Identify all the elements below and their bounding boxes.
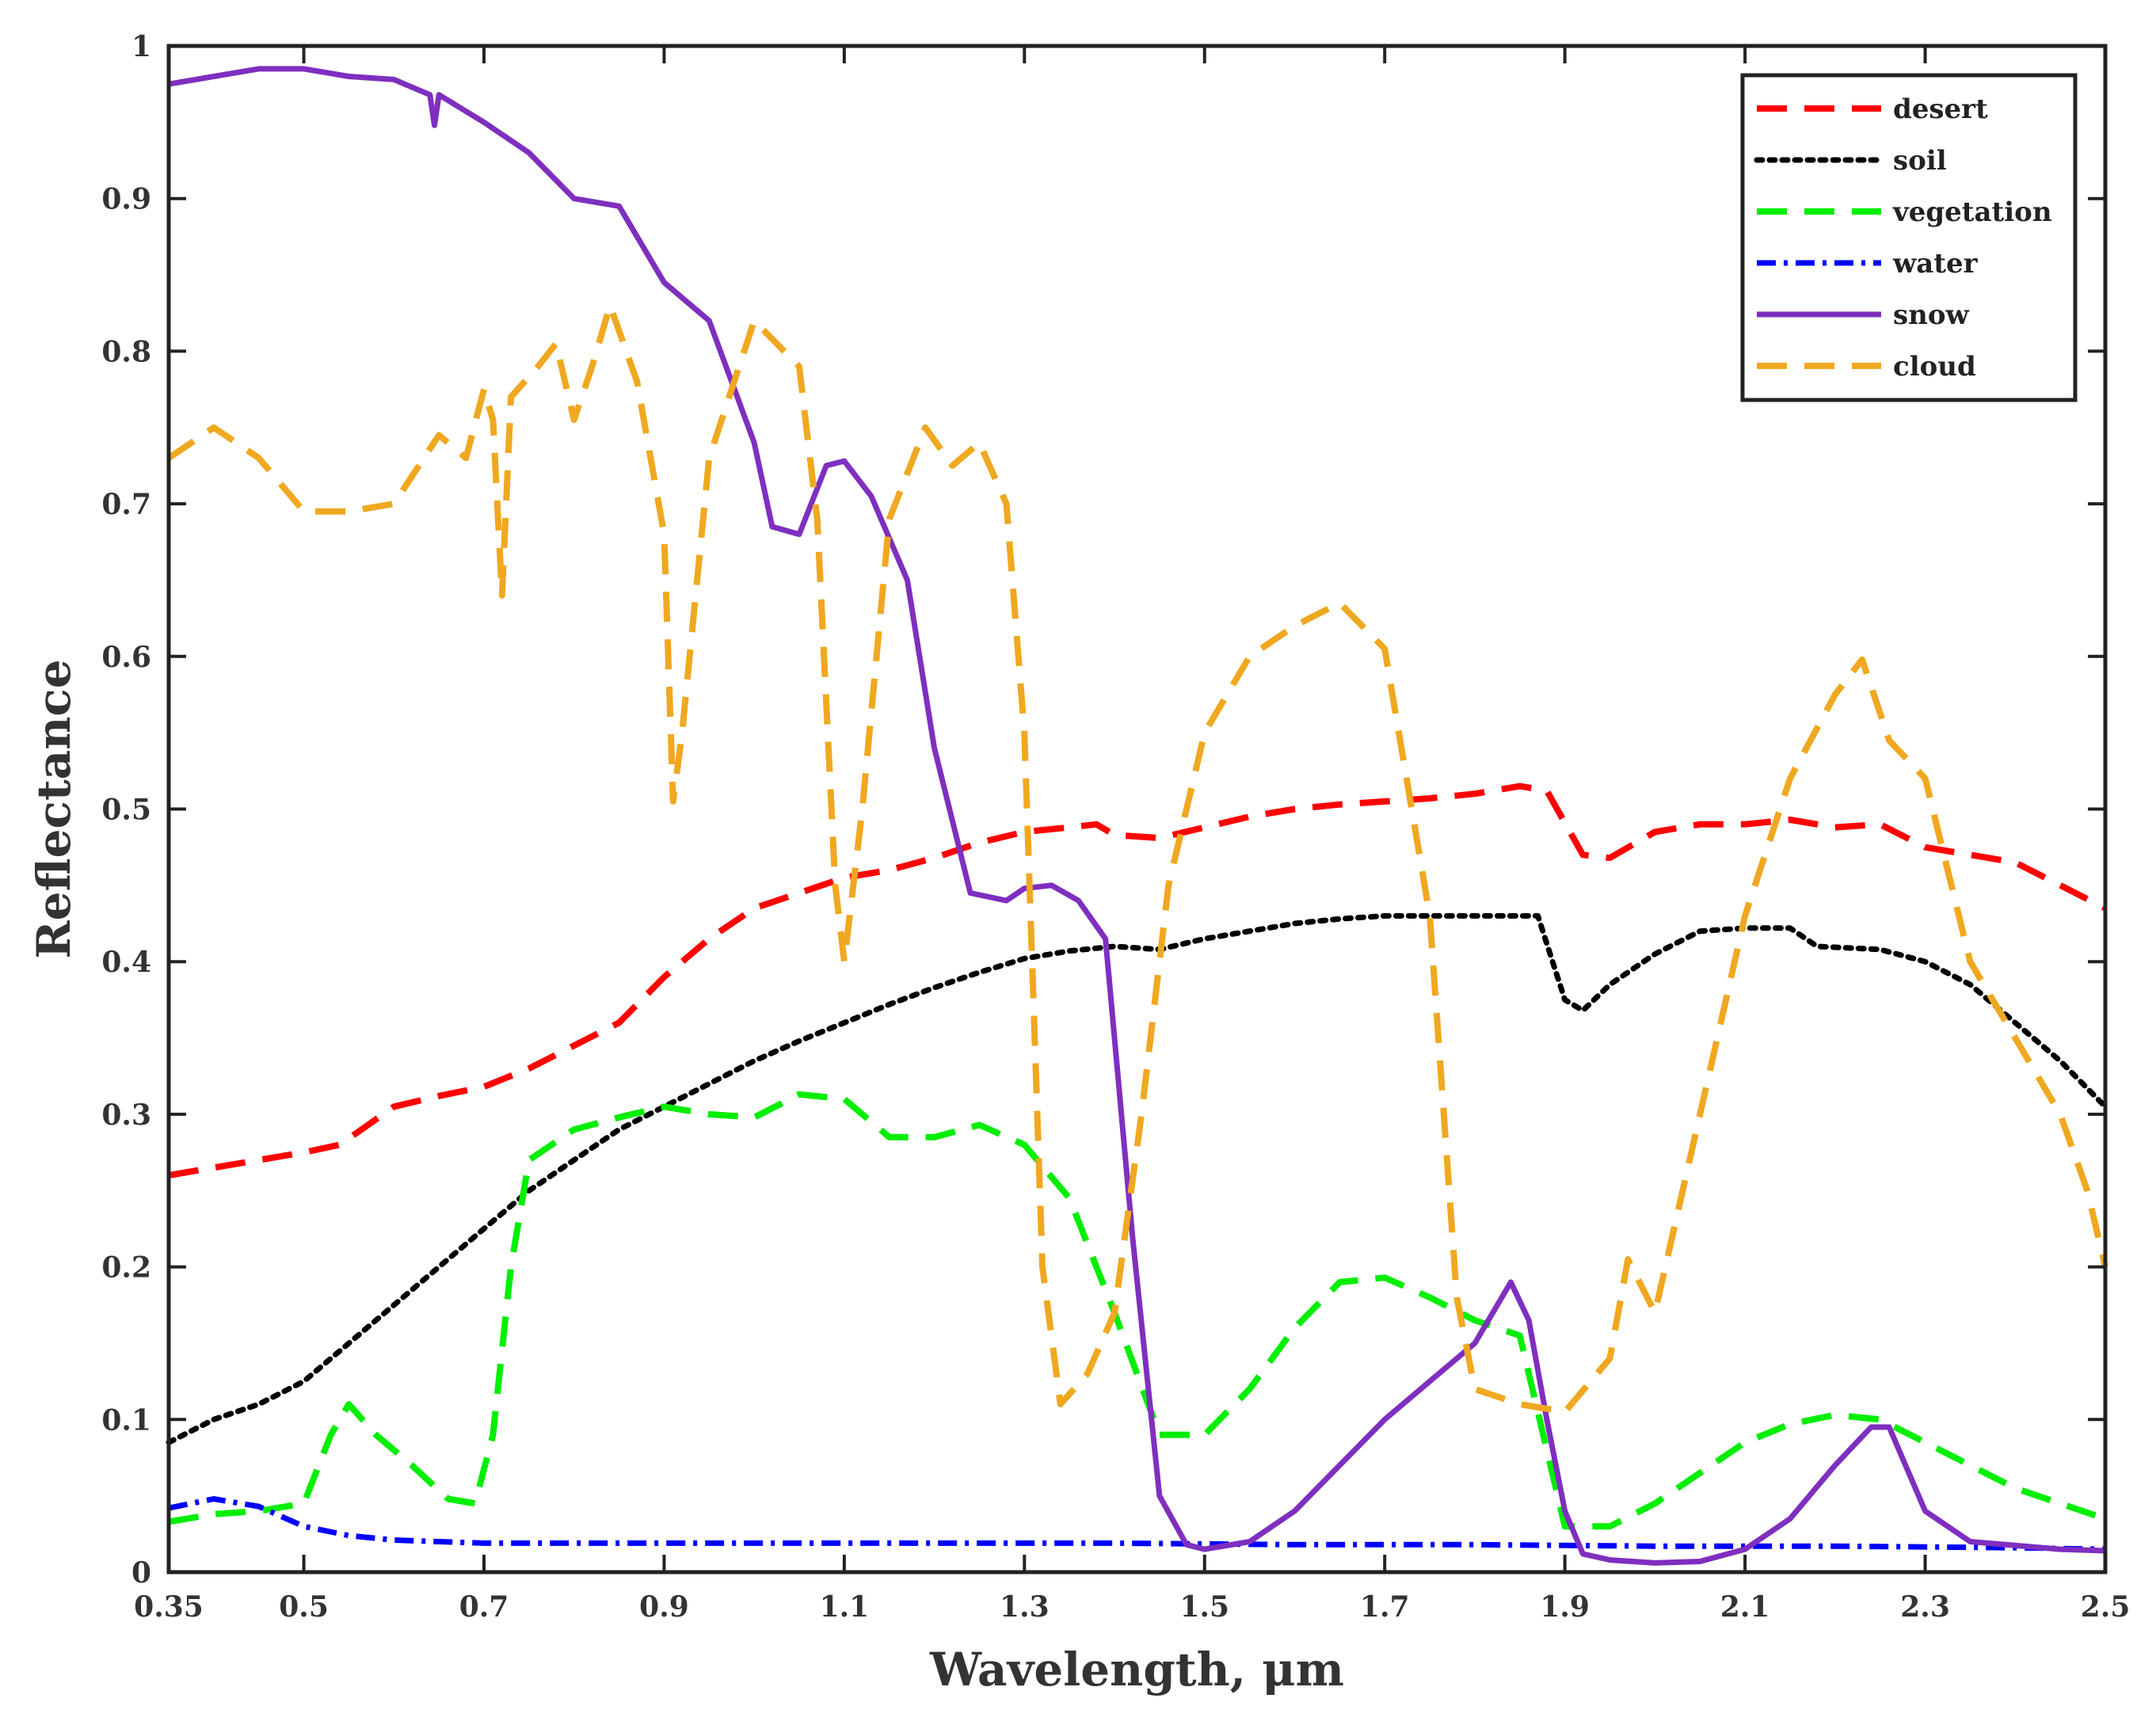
legend: desert soil vegetation water snow cloud bbox=[1740, 73, 2078, 402]
x-tick-label: 1.9 bbox=[1540, 1590, 1590, 1624]
y-tick-label: 0.1 bbox=[101, 1403, 151, 1437]
x-tick-label: 0.7 bbox=[459, 1590, 509, 1624]
y-tick-label: 1 bbox=[131, 30, 151, 63]
y-axis-label: Reflectance bbox=[27, 659, 81, 958]
y-tick-label: 0.5 bbox=[101, 794, 151, 827]
x-tick-label: 1.1 bbox=[820, 1590, 870, 1624]
x-tick-label: 2.5 bbox=[2081, 1590, 2131, 1624]
x-axis-label: Wavelength, μm bbox=[929, 1643, 1344, 1696]
x-tick-label: 0.9 bbox=[639, 1590, 689, 1624]
x-tick-label: 0.35 bbox=[134, 1590, 204, 1624]
y-tick-label: 0 bbox=[131, 1556, 151, 1590]
series-line-desert bbox=[168, 783, 2107, 1179]
y-tick-label: 0.8 bbox=[101, 335, 151, 368]
x-tick-label: 2.3 bbox=[1900, 1590, 1950, 1624]
series-line-snow bbox=[168, 66, 2106, 1566]
legend-label-desert: desert bbox=[1893, 93, 1988, 125]
x-tick-label: 1.3 bbox=[1000, 1590, 1049, 1624]
y-tick-label: 0.3 bbox=[101, 1099, 151, 1132]
legend-label-vegetation: vegetation bbox=[1892, 196, 2052, 228]
axis-ticks: 0.35 0.5 0.7 0.9 1.1 1.3 1.5 1.7 1.9 2.1 2.3 2.5 0 0.… bbox=[101, 30, 2130, 1624]
y-tick-label: 0.2 bbox=[101, 1251, 151, 1285]
series-line-water bbox=[168, 1496, 2106, 1552]
legend-label-soil: soil bbox=[1893, 145, 1947, 177]
series-layer bbox=[166, 66, 2108, 1566]
x-tick-label: 1.5 bbox=[1179, 1590, 1229, 1624]
legend-label-snow: snow bbox=[1893, 299, 1970, 331]
legend-label-cloud: cloud bbox=[1893, 351, 1976, 383]
x-tick-label: 2.1 bbox=[1720, 1590, 1770, 1624]
series-line-cloud bbox=[166, 302, 2108, 1415]
y-tick-label: 0.6 bbox=[101, 641, 151, 674]
x-tick-label: 0.5 bbox=[279, 1590, 329, 1624]
x-tick-label: 1.7 bbox=[1360, 1590, 1410, 1624]
y-tick-label: 0.4 bbox=[101, 946, 151, 979]
legend-box bbox=[1740, 73, 2078, 402]
y-tick-label: 0.9 bbox=[101, 183, 151, 216]
y-tick-label: 0.7 bbox=[101, 488, 151, 521]
legend-label-water: water bbox=[1892, 248, 1979, 280]
